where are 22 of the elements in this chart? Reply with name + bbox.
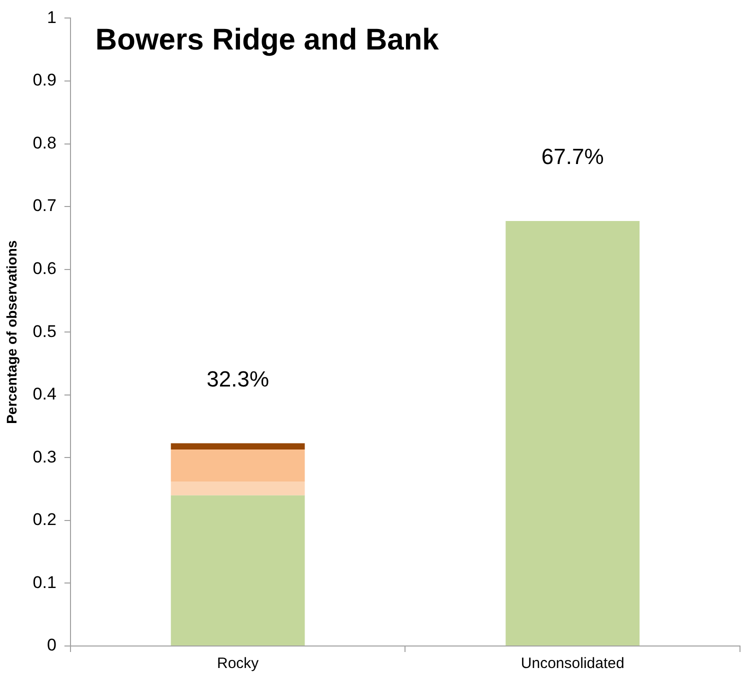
bar	[170, 495, 305, 646]
total-label: 67.7%	[541, 144, 604, 170]
bar	[506, 220, 640, 646]
y-tick-label: 1	[46, 8, 56, 27]
chart-title: Bowers Ridge and Bank	[95, 23, 440, 56]
y-tick-label: 0.9	[32, 70, 56, 90]
y-tick-label: 0.2	[32, 510, 56, 530]
y-tick-label: 0.8	[32, 133, 56, 152]
y-tick-label: 0.5	[32, 322, 56, 341]
y-tick-label: 0.4	[32, 384, 56, 404]
bar	[170, 482, 305, 496]
y-tick-label: 0	[46, 636, 56, 655]
y-tick-label: 0.1	[32, 572, 56, 592]
y-tick-label: 0.6	[32, 259, 56, 278]
total-label: 32.3%	[206, 366, 270, 392]
y-tick-label: 0.7	[32, 196, 56, 216]
x-tick-label: Rocky	[216, 655, 260, 672]
x-tick-label: Unconsolidated	[520, 655, 624, 672]
y-axis-title: Percentage of observations	[3, 240, 20, 424]
bar	[170, 443, 305, 450]
bar	[170, 450, 305, 482]
y-tick-label: 0.3	[32, 447, 56, 466]
